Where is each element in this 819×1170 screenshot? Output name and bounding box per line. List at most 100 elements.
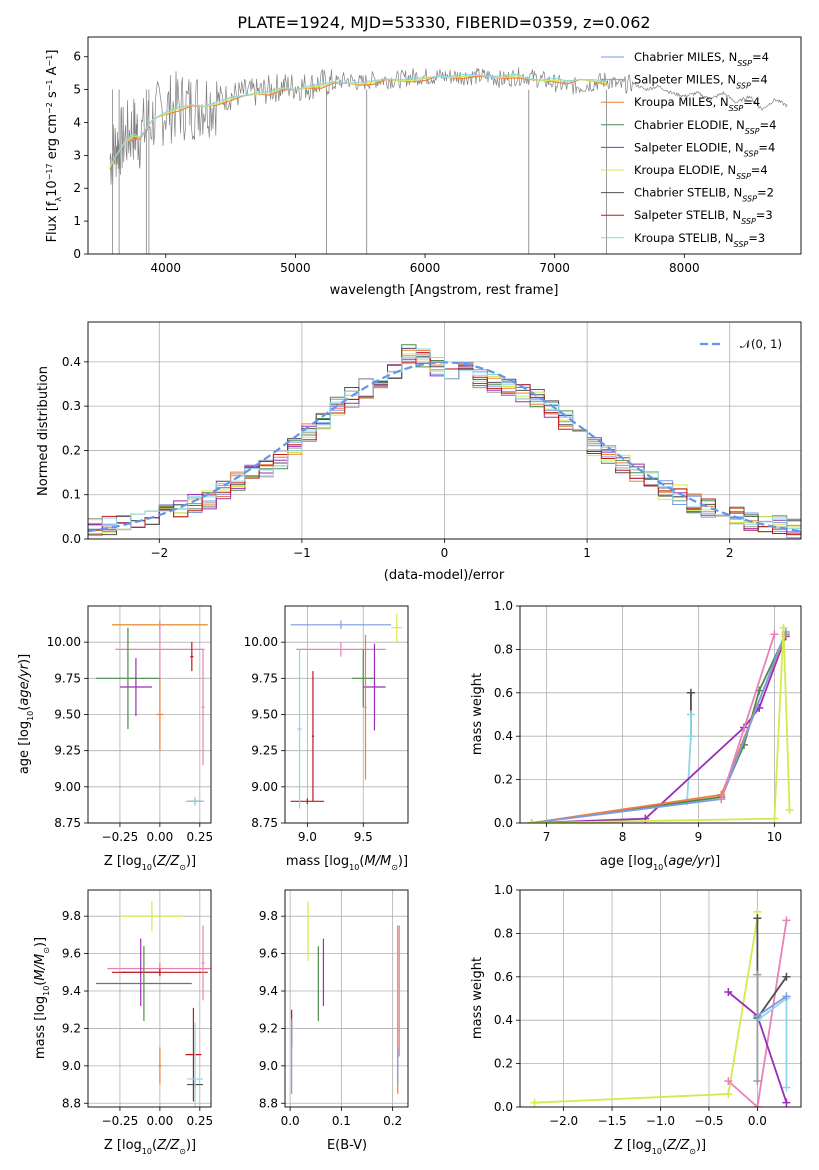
x-tick-label: 1 <box>583 546 591 560</box>
y-tick-label: 9.4 <box>259 984 278 998</box>
x-tick-label: 0.0 <box>748 1114 767 1128</box>
x-tick-label: 0.25 <box>186 830 213 844</box>
x-tick-label: 0.00 <box>147 1114 174 1128</box>
x-tick-label: 5000 <box>280 261 311 275</box>
x-tick-label: −2 <box>150 546 168 560</box>
mass-weight-marker <box>782 972 791 981</box>
y-tick-label: 0.6 <box>494 970 513 984</box>
y-tick-label: 4 <box>73 115 81 129</box>
x-tick-label: 8 <box>619 830 627 844</box>
y-tick-label: 0.2 <box>494 773 513 787</box>
mass-weight-marker <box>782 1098 791 1107</box>
plot-area <box>285 890 408 1107</box>
y-tick-label: 9.8 <box>62 909 81 923</box>
x-tick-label: 0.2 <box>383 1114 402 1128</box>
x-axis-label: Z [log10(Z/Z⊙)] <box>104 854 196 872</box>
mass-weight-marker <box>717 795 726 804</box>
y-tick-label: 5 <box>73 83 81 97</box>
y-tick-label: 6 <box>73 50 81 64</box>
plot-area <box>88 37 801 254</box>
y-tick-label: 8.75 <box>251 816 278 830</box>
mass-vs-metallicity-panel: −0.25 0.00 0.25 8.8 9.0 9.2 9.4 9.6 9.8 Z [log10(… <box>33 889 213 1156</box>
plot-layer <box>95 619 208 806</box>
mass-weight-line <box>720 633 776 800</box>
legend-entry: Chabrier ELODIE, NSSP=4 <box>634 118 776 136</box>
y-tick-label: 9.50 <box>251 708 278 722</box>
x-tick-label: 10 <box>767 830 782 844</box>
y-tick-label: 0.4 <box>494 1013 513 1027</box>
y-tick-label: 8.8 <box>259 1096 278 1110</box>
y-tick-label: 0.6 <box>494 686 513 700</box>
y-tick-label: 2 <box>73 181 81 195</box>
legend-entry: Chabrier STELIB, NSSP=2 <box>634 186 774 204</box>
y-tick-label: 9.75 <box>54 671 81 685</box>
y-tick-label: 1.0 <box>494 599 513 613</box>
x-tick-label: 9.0 <box>298 830 317 844</box>
y-tick-label: 0.0 <box>494 1100 513 1114</box>
mass-weight-marker <box>686 688 695 697</box>
axes-frame <box>519 889 802 1108</box>
legend: Chabrier MILES, NSSP=4 Salpeter MILES, NS… <box>601 50 776 248</box>
y-tick-label: 9.0 <box>259 1059 278 1073</box>
x-tick-label: 4000 <box>151 261 182 275</box>
residual-histogram-step <box>88 348 801 531</box>
y-tick-label: 9.25 <box>54 744 81 758</box>
x-tick-label: 8000 <box>669 261 700 275</box>
mass-weight-marker <box>779 623 788 632</box>
y-tick-label: 9.50 <box>54 708 81 722</box>
y-tick-label: 1 <box>73 214 81 228</box>
mass-weight-marker <box>686 710 695 719</box>
x-tick-label: −2.0 <box>549 1114 578 1128</box>
plot-layer <box>291 901 400 1094</box>
mass-weight-marker <box>724 1076 733 1085</box>
mass-weight-line <box>727 920 788 1107</box>
mass-weight-marker <box>785 805 794 814</box>
legend-entry: Salpeter MILES, NSSP=4 <box>634 73 768 91</box>
mass-weight-line <box>531 627 791 823</box>
x-axis-label: E(B-V) <box>327 1138 367 1153</box>
axes-frame <box>87 321 802 540</box>
mass-weight-marker <box>724 1089 733 1098</box>
x-tick-label: 2 <box>726 546 734 560</box>
y-tick-label: 8.75 <box>54 816 81 830</box>
age-vs-mass-panel: 9.0 9.5 8.75 9.00 9.25 9.50 9.75 10.00 mass [log… <box>244 605 409 872</box>
plot-layer <box>290 613 403 809</box>
y-tick-label: 9.00 <box>251 780 278 794</box>
observed-spectrum-line <box>109 67 788 185</box>
x-tick-label: 7000 <box>539 261 570 275</box>
legend-entry: Salpeter ELODIE, NSSP=4 <box>634 140 775 158</box>
y-tick-label: 9.75 <box>251 671 278 685</box>
mass-weight-marker <box>782 1083 791 1092</box>
x-tick-label: 6000 <box>410 261 441 275</box>
mass-weight-marker <box>770 814 779 823</box>
x-axis-label: wavelength [Angstrom, rest frame] <box>330 283 559 298</box>
x-axis-label: Z [log10(Z/Z⊙)] <box>614 1138 706 1156</box>
mass-weight-marker <box>753 914 762 923</box>
plot-layer <box>527 623 794 823</box>
legend-entry: Salpeter STELIB, NSSP=3 <box>634 208 773 226</box>
mass-vs-ebv-panel: 0.0 0.1 0.2 8.8 9.0 9.2 9.4 9.6 9.8 E(B-V) <box>259 889 409 1153</box>
mass-weight-marker <box>782 916 791 925</box>
x-tick-label: −0.25 <box>102 1114 139 1128</box>
y-tick-label: 10.00 <box>244 635 278 649</box>
y-tick-label: 9.25 <box>251 744 278 758</box>
y-tick-label: 0 <box>73 247 81 261</box>
mass-weight-marker <box>527 819 536 823</box>
mass-weight-marker <box>753 1103 762 1107</box>
y-tick-label: 0.0 <box>62 532 81 546</box>
mass-weight-line <box>756 995 788 1017</box>
y-axis-label: mass [log10(M/M⊙)] <box>33 937 51 1059</box>
y-tick-label: 9.00 <box>54 780 81 794</box>
y-tick-label: 9.6 <box>259 947 278 961</box>
y-tick-label: 1.0 <box>494 883 513 897</box>
mass-weight-marker <box>782 992 791 1001</box>
x-tick-label: 7 <box>543 830 551 844</box>
x-tick-label: −0.5 <box>694 1114 723 1128</box>
y-axis-label: age [log10(age/yr)] <box>17 654 35 774</box>
y-axis-label: mass weight <box>470 673 485 755</box>
y-axis-label: mass weight <box>470 957 485 1039</box>
y-axis-label: Normed distribution <box>36 366 51 496</box>
y-tick-label: 0.4 <box>494 729 513 743</box>
residual-histogram-panel: −2 −1 0 1 2 0.0 0.1 0.2 0.3 0.4 (data-model)/error… <box>36 321 802 583</box>
